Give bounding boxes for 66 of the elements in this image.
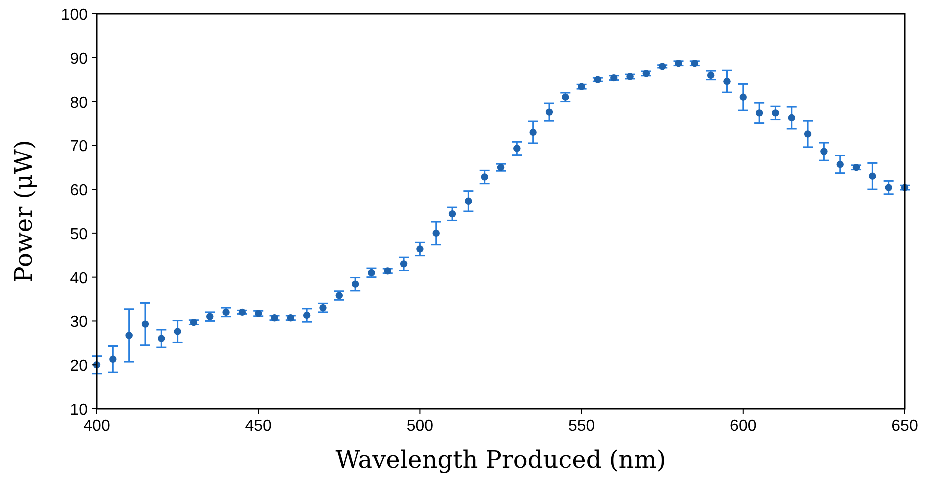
point: [481, 174, 488, 181]
point: [578, 83, 586, 90]
point: [788, 114, 796, 122]
point: [497, 164, 505, 172]
point: [836, 160, 844, 168]
y-tick-label: 60: [70, 182, 88, 200]
point: [432, 230, 440, 238]
point: [368, 269, 376, 277]
point: [126, 332, 133, 340]
y-tick-label: 40: [70, 270, 88, 288]
point: [238, 308, 246, 316]
y-tick-label: 20: [70, 358, 88, 376]
x-tick-label: 600: [730, 418, 757, 435]
point: [594, 76, 602, 84]
y-axis-title: Power (μW): [10, 140, 38, 283]
point: [642, 70, 650, 78]
point: [869, 172, 876, 180]
point: [448, 210, 456, 218]
point: [303, 312, 311, 320]
point: [352, 280, 360, 288]
y-tick-label: 70: [70, 138, 88, 156]
point: [675, 60, 682, 68]
point: [287, 314, 295, 322]
point: [546, 108, 554, 116]
point: [336, 292, 343, 300]
x-tick-label: 550: [568, 418, 596, 435]
point: [320, 304, 327, 312]
point: [804, 130, 812, 138]
point: [190, 318, 198, 326]
point: [852, 164, 860, 172]
point: [206, 313, 214, 320]
y-tick-label: 50: [70, 226, 88, 244]
point: [271, 314, 278, 322]
point: [416, 246, 424, 253]
y-tick-label: 10: [70, 402, 88, 419]
point: [610, 74, 618, 82]
x-tick-label: 500: [406, 418, 434, 435]
point: [724, 78, 731, 86]
point: [142, 320, 150, 328]
point: [110, 356, 117, 364]
y-tick-label: 80: [70, 94, 88, 112]
point: [885, 184, 892, 192]
point: [222, 308, 230, 316]
point: [255, 310, 262, 318]
point: [174, 328, 182, 336]
point: [772, 110, 780, 117]
point: [465, 198, 472, 206]
x-tick-label: 650: [892, 418, 918, 435]
point: [740, 94, 747, 101]
point: [514, 145, 521, 152]
x-tick-label: 400: [84, 418, 110, 435]
point: [626, 73, 634, 80]
point: [562, 94, 570, 101]
point: [384, 268, 392, 275]
point: [691, 60, 699, 68]
y-tick-label: 30: [70, 314, 88, 332]
x-tick-label: 450: [245, 418, 272, 435]
point: [530, 128, 537, 136]
point: [659, 63, 666, 70]
point: [158, 335, 166, 342]
y-tick-label: 90: [70, 50, 88, 68]
x-axis-title: Wavelength Produced (nm): [336, 446, 666, 474]
point: [820, 148, 828, 156]
point: [756, 110, 764, 117]
y-tick-label: 100: [61, 7, 88, 24]
point: [400, 260, 408, 268]
